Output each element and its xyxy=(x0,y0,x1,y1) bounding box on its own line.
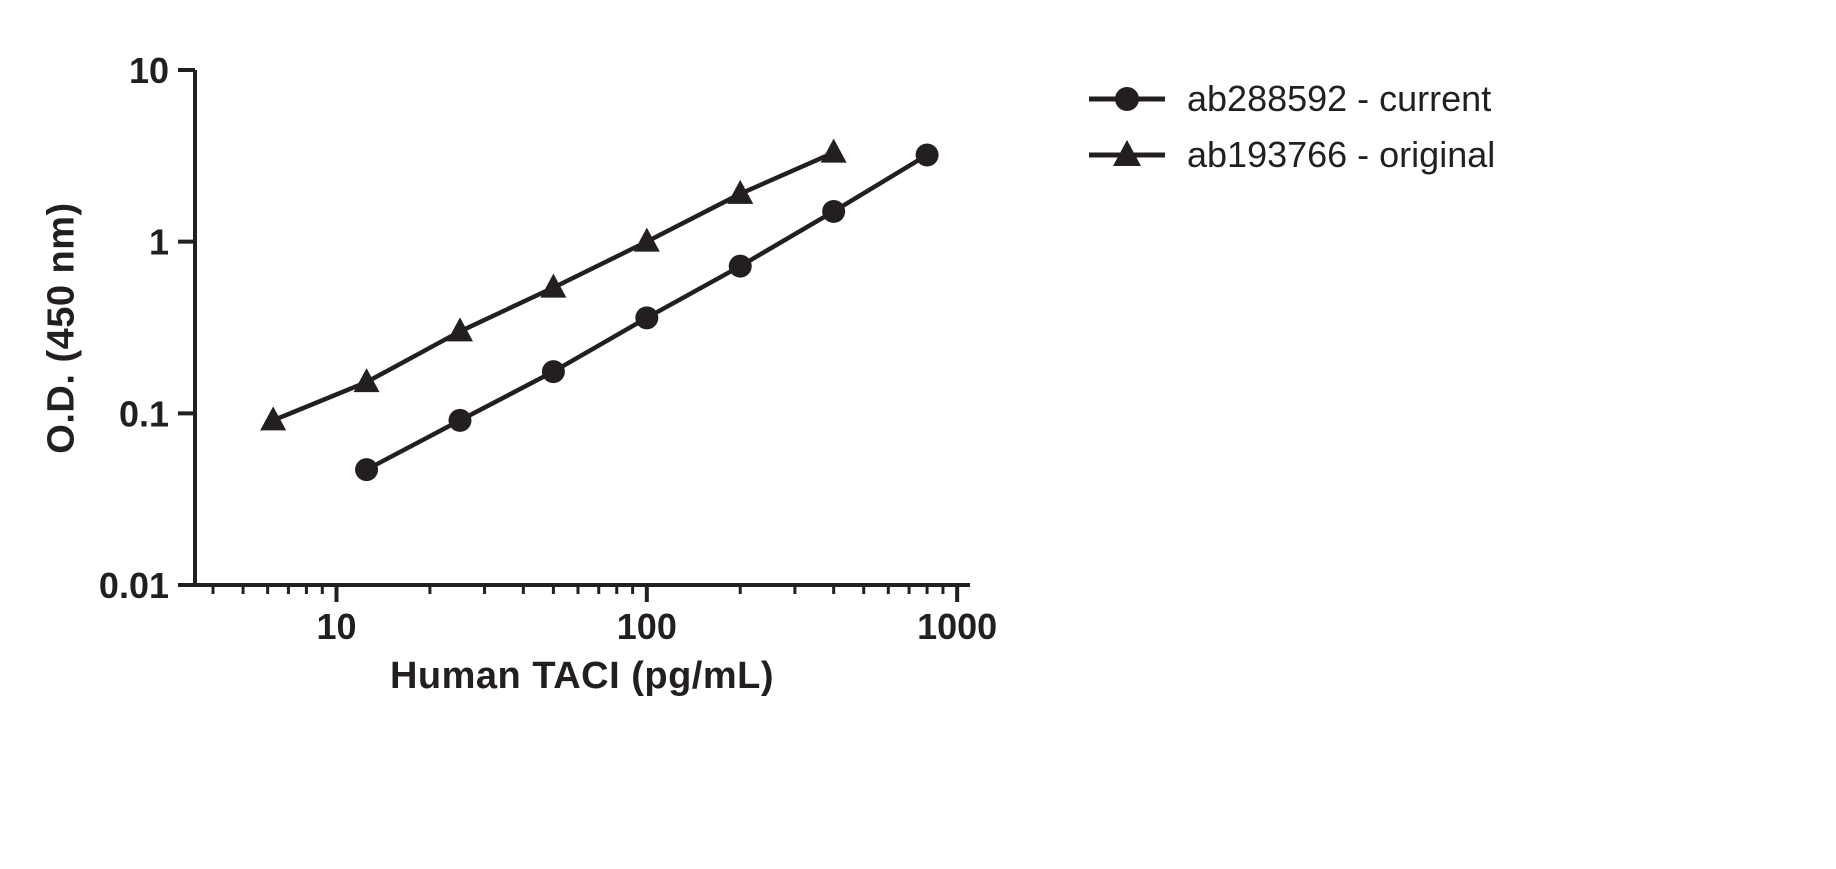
svg-text:1000: 1000 xyxy=(917,606,997,647)
svg-text:1: 1 xyxy=(149,222,169,263)
legend-item-current: ab288592 - current xyxy=(1085,78,1495,120)
x-axis-title: Human TACI (pg/mL) xyxy=(389,655,775,697)
svg-text:0.1: 0.1 xyxy=(119,393,169,434)
legend-label-original: ab193766 - original xyxy=(1187,134,1496,175)
triangle-marker-icon xyxy=(1089,140,1165,166)
legend: ab288592 - current ab193766 - original xyxy=(1085,78,1495,176)
svg-text:100: 100 xyxy=(617,606,677,647)
svg-text:10: 10 xyxy=(316,606,356,647)
svg-text:0.01: 0.01 xyxy=(99,565,169,606)
legend-label-current: ab288592 - current xyxy=(1187,78,1492,119)
svg-text:10: 10 xyxy=(129,50,169,91)
circle-marker-icon xyxy=(1089,87,1165,111)
y-axis-title: O.D. (450 nm) xyxy=(40,202,83,454)
legend-item-original: ab193766 - original xyxy=(1085,134,1495,176)
